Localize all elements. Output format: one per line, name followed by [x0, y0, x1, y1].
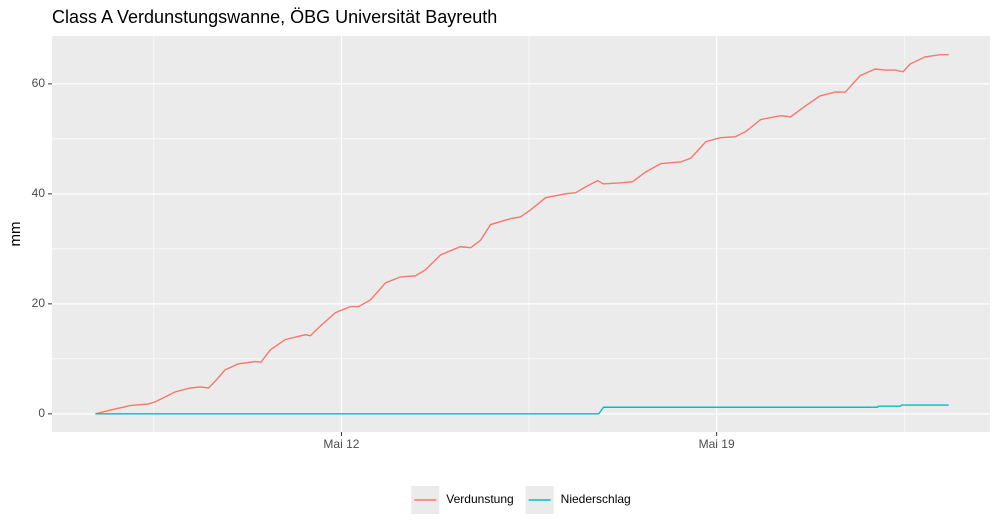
y-tick-label: 60 — [32, 76, 46, 90]
legend: Verdunstung Niederschlag — [411, 486, 631, 514]
plot-panel — [52, 36, 990, 432]
y-axis-label: mm — [7, 222, 24, 247]
y-tick-label: 20 — [32, 296, 46, 310]
legend-label: Verdunstung — [446, 492, 513, 506]
legend-label: Niederschlag — [561, 492, 631, 506]
chart-title: Class A Verdunstungswanne, ÖBG Universit… — [52, 7, 497, 27]
x-tick-label: Mai 19 — [699, 437, 735, 451]
y-tick-label: 0 — [38, 406, 45, 420]
line-series — [95, 404, 949, 415]
line-series — [95, 54, 949, 415]
x-tick-label: Mai 12 — [323, 437, 359, 451]
y-tick-label: 40 — [32, 186, 46, 200]
